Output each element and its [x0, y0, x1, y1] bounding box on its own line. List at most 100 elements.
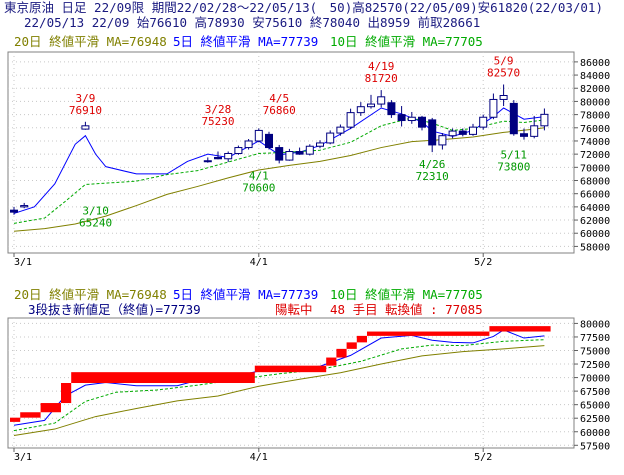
p1-ytick-label: 70000: [580, 163, 610, 174]
p2-series-line: [13, 329, 545, 426]
p1-xtick-label: 3/1: [14, 257, 32, 268]
p1-ytick-label: 80000: [580, 97, 610, 108]
p1-ytick-label: 76000: [580, 124, 610, 135]
three-line-break-label: 3段抜き新値足（終値)=77739: [28, 302, 201, 317]
legend2-ma5-text: 5日 終値平滑 MA=77739: [173, 287, 319, 302]
p1-ytick-label: 72000: [580, 150, 610, 161]
p2-ytick-label: 57500: [580, 441, 610, 452]
p2-xtick-label: 3/1: [14, 452, 32, 463]
candle-body: [316, 142, 324, 147]
brick-bar: [61, 383, 72, 404]
brick-bar: [346, 342, 357, 349]
annotation-date: 5/9: [494, 54, 514, 67]
brick-bar: [367, 331, 490, 336]
legend-ma5-text: 5日 終値平滑 MA=77739: [173, 34, 319, 49]
p2-series-line: [13, 339, 545, 432]
annotation-date: 4/26: [419, 158, 446, 171]
candle-body: [530, 125, 539, 137]
candle-body: [203, 160, 212, 163]
candle-body: [234, 147, 243, 154]
brick-bar: [356, 335, 367, 343]
p2-ytick-label: 80000: [580, 319, 610, 330]
p1-ytick-label: 62000: [580, 216, 610, 227]
annotation-date: 3/28: [205, 103, 232, 116]
p1-ytick-label: 84000: [580, 71, 610, 82]
brick-bar: [336, 348, 347, 358]
candle-body: [499, 94, 508, 100]
p1-frame: [7, 51, 575, 254]
p1-ytick-label: 60000: [580, 229, 610, 240]
candle-body: [509, 102, 518, 135]
header-title: 東京原油 日足 22/09限 期間22/02/28～22/05/13( 50)高…: [4, 0, 603, 15]
legend2-ma20: 20日 終値平滑 MA=76948: [14, 288, 167, 302]
p1-ytick-label: 86000: [580, 58, 610, 69]
candle-body: [224, 152, 233, 160]
p2-xtick-label: 4/1: [250, 452, 268, 463]
candle-body: [336, 126, 345, 134]
p2-ytick-label: 65000: [580, 401, 610, 412]
annotation-date: 5/11: [501, 148, 528, 161]
p1-ytick-label: 68000: [580, 177, 610, 188]
candlestick-chart: 58000 60000 62000 64000 66000 68000 70000 72000…: [7, 51, 610, 268]
candle-body: [489, 98, 498, 118]
candle-body: [418, 116, 426, 128]
count-status: 48 手目: [330, 302, 378, 317]
candle-body: [479, 116, 488, 128]
candle-body: [438, 135, 447, 146]
annotation-value: 70600: [242, 181, 275, 194]
header-ohlc: 22/05/13 22/09 始76610 高78930 安75610 終780…: [24, 15, 481, 30]
legend-ma10: 10日 終値平滑 MA=77705: [330, 35, 483, 49]
p2-ytick-label: 77500: [580, 333, 610, 344]
annotation-value: 81720: [365, 72, 398, 85]
annotation-value: 75230: [201, 115, 234, 128]
p1-xtick-label: 5/2: [474, 257, 492, 268]
trend-status: 陽転中: [275, 302, 313, 317]
p1-ytick-label: 82000: [580, 84, 610, 95]
brick-bar: [10, 417, 21, 422]
brick-bar: [71, 372, 255, 383]
p2-ytick-label: 62500: [580, 414, 610, 425]
legend2-ma5: 5日 終値平滑 MA=77739: [173, 288, 318, 302]
legend2-ma10: 10日 終値平滑 MA=77705: [330, 288, 483, 302]
candle-body: [295, 151, 304, 155]
candle-body: [407, 116, 416, 122]
brick-bar: [40, 403, 61, 413]
p2-ytick-label: 67500: [580, 387, 610, 398]
p2-ytick-label: 72500: [580, 360, 610, 371]
candle-body: [214, 156, 222, 160]
candle-body: [81, 125, 90, 130]
p2-ytick-label: 60000: [580, 428, 610, 439]
p2-ytick-label: 70000: [580, 374, 610, 385]
candle-body: [244, 140, 253, 149]
legend2-ma20-text: 20日 終値平滑 MA=76948: [14, 287, 167, 302]
candle-body: [326, 132, 335, 144]
candle-body: [469, 126, 477, 135]
candle-body: [397, 114, 406, 122]
candle-body: [356, 106, 365, 114]
p1-ytick-label: 74000: [580, 137, 610, 148]
candle-body: [254, 129, 263, 142]
annotation-value: 73800: [497, 160, 530, 173]
p1-ytick-label: 64000: [580, 203, 610, 214]
brick-bar: [20, 412, 41, 418]
p1-ytick-label: 58000: [580, 242, 610, 253]
p1-ytick-label: 78000: [580, 111, 610, 122]
candle-body: [387, 102, 396, 116]
p2-xtick-label: 5/2: [474, 452, 492, 463]
annotation-value: 76910: [69, 104, 102, 117]
annotation-value: 76860: [263, 104, 296, 117]
annotation-date: 3/10: [82, 205, 109, 218]
brick-bar: [489, 326, 551, 332]
annotation-date: 4/1: [249, 169, 269, 182]
candle-body: [305, 145, 314, 155]
candle-body: [540, 113, 549, 127]
p2-ytick-label: 75000: [580, 347, 610, 358]
candle-body: [428, 119, 437, 146]
annotation-value: 65240: [79, 217, 112, 230]
legend-ma20-text: 20日 終値平滑 MA=76948: [14, 34, 167, 49]
candle-body: [367, 103, 375, 108]
candle-body: [520, 133, 528, 137]
candle-body: [458, 130, 467, 135]
candle-body: [346, 112, 355, 128]
